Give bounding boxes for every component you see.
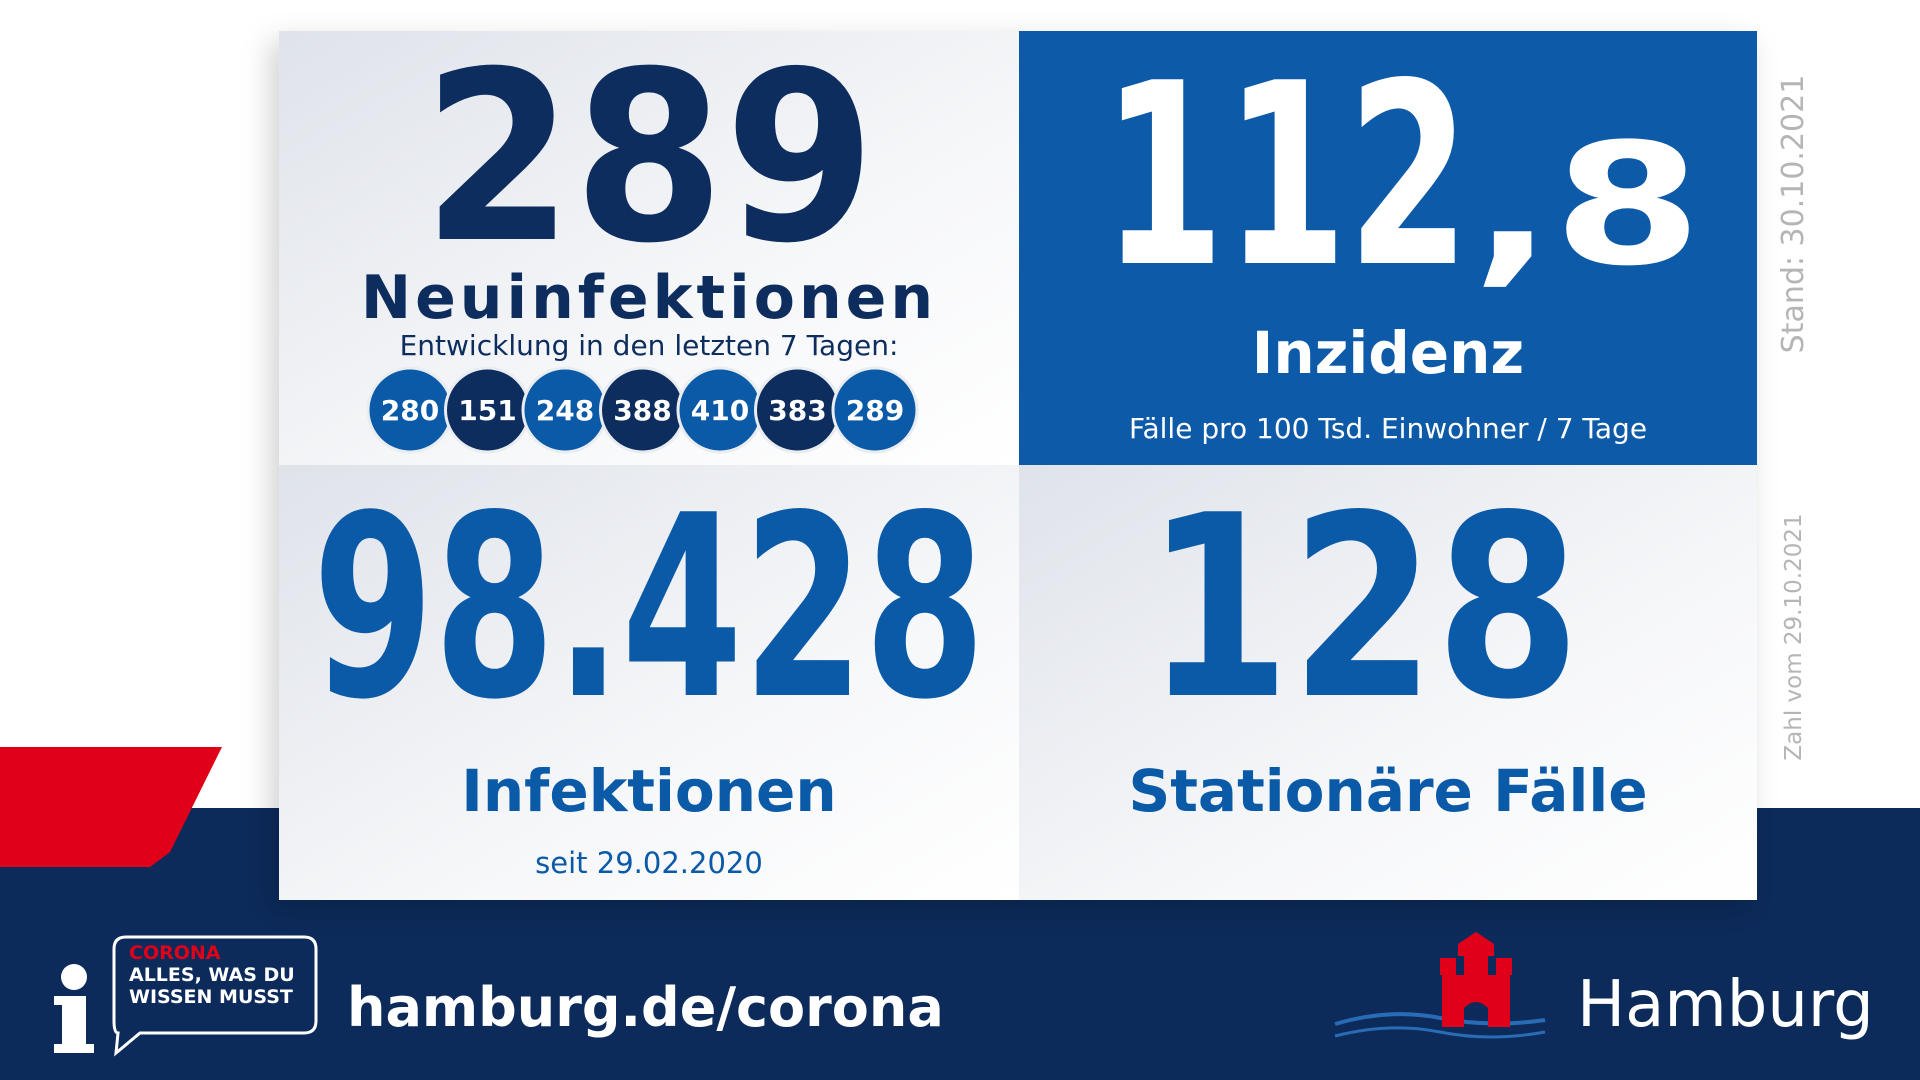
inzidenz-integer: 112 <box>1102 30 1470 323</box>
footer-url[interactable]: hamburg.de/corona <box>347 976 944 1039</box>
inzidenz-decimal: ,8 <box>1472 107 1702 303</box>
badge-line: CORONA <box>129 942 221 964</box>
neuinfektionen-label: Neuinfektionen <box>361 263 937 333</box>
card-inzidenz <box>1019 31 1757 465</box>
badge-bubble <box>112 935 318 1057</box>
inzidenz-subtitle: Fälle pro 100 Tsd. Einwohner / 7 Tage <box>1129 412 1647 445</box>
red-accent <box>0 747 222 867</box>
infektionen-subtitle: seit 29.02.2020 <box>535 846 763 880</box>
inzidenz-label: Inzidenz <box>1252 319 1524 387</box>
trend-label: Entwicklung in den letzten 7 Tagen: <box>400 329 899 362</box>
trend-value: 248 <box>536 394 594 427</box>
trend-value: 410 <box>691 394 749 427</box>
hamburg-logo: Hamburg <box>1334 932 1874 1042</box>
infektionen-value: 98.428 <box>313 462 986 755</box>
city-name: Hamburg <box>1577 968 1874 1042</box>
info-dot <box>61 964 87 990</box>
stationaer-value: 128 <box>1146 462 1581 755</box>
wave <box>1334 1012 1546 1026</box>
wave <box>1334 1026 1546 1039</box>
info-stem <box>54 996 94 1053</box>
trend-circles: 280 151 248 388 410 383 289 <box>366 366 919 454</box>
badge-line: ALLES, WAS DU <box>129 964 295 986</box>
card-infektionen <box>279 465 1019 900</box>
stationaer-label: Stationäre Fälle <box>1128 757 1647 825</box>
badge-line: WISSEN MUSST <box>129 986 293 1008</box>
trend-value: 383 <box>768 394 826 427</box>
card-stationaer <box>1019 465 1757 900</box>
zahl-date: Zahl vom 29.10.2021 <box>1781 513 1807 760</box>
infektionen-label: Infektionen <box>461 757 836 825</box>
castle <box>1440 932 1512 1027</box>
trend-value: 388 <box>613 394 671 427</box>
info-icon <box>54 964 94 1053</box>
trend-circle <box>831 366 919 454</box>
stand-date: Stand: 30.10.2021 <box>1776 75 1811 354</box>
trend-value: 280 <box>381 394 439 427</box>
neuinfektionen-value: 289 <box>423 22 876 295</box>
trend-value: 151 <box>458 394 516 427</box>
trend-value: 289 <box>846 394 904 427</box>
